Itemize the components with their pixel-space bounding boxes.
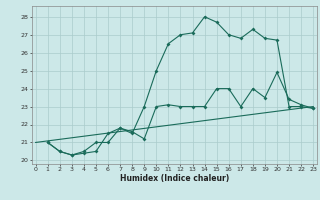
X-axis label: Humidex (Indice chaleur): Humidex (Indice chaleur): [120, 174, 229, 183]
